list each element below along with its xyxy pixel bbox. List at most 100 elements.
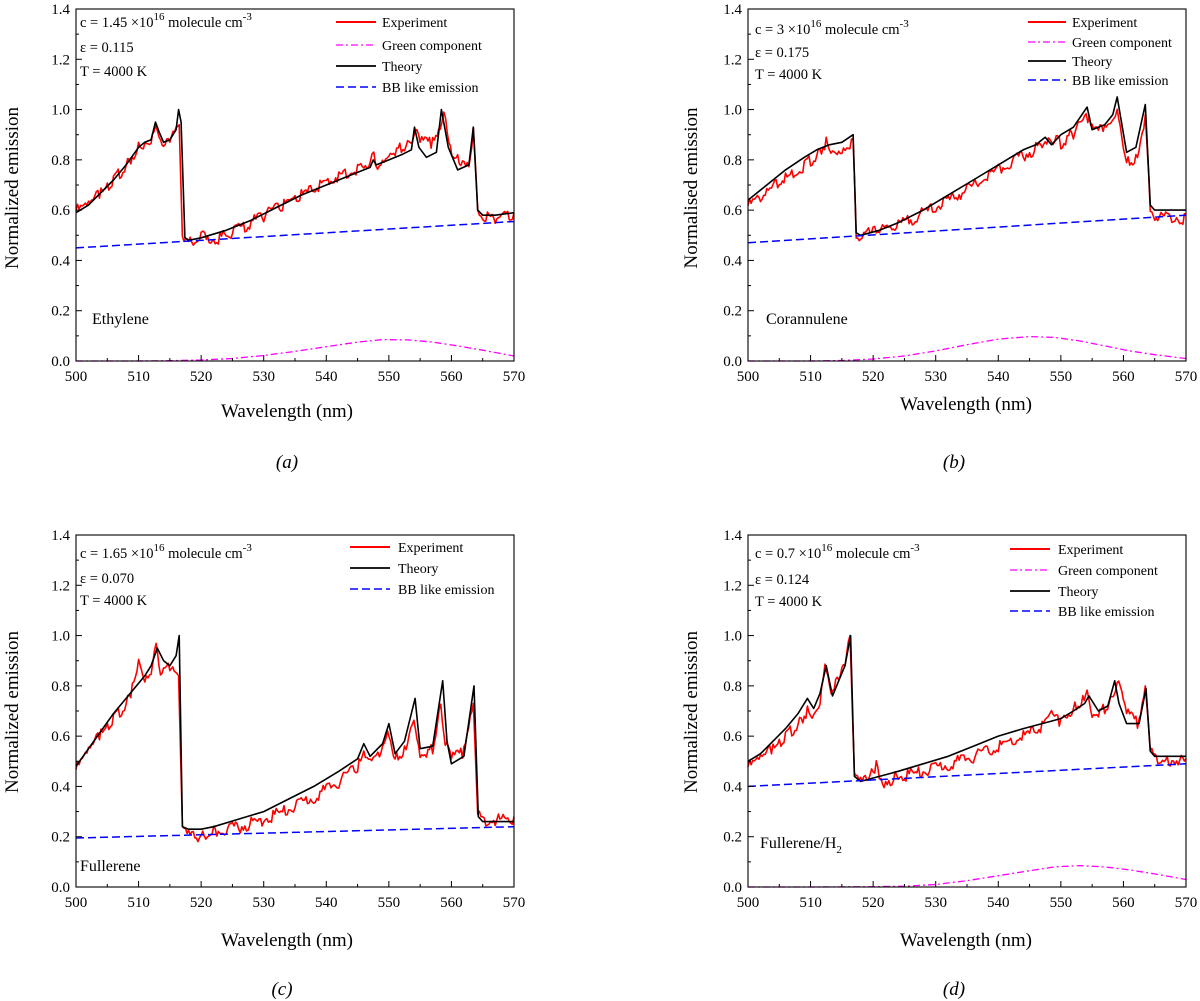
legend-label-experiment: Experiment [1072, 16, 1137, 31]
concentration-annotation: c = 3 ×1016 molecule cm-3 [755, 18, 909, 38]
panel-b: Normalised emission Wavelength (nm) (b) … [681, 2, 1197, 473]
y-tick-label: 0.6 [51, 729, 70, 745]
series-line-experiment [75, 111, 515, 246]
x-tick-label: 520 [190, 369, 213, 385]
x-tick-label: 530 [252, 369, 275, 385]
x-tick-label: 530 [924, 369, 947, 385]
series-line-theory [747, 634, 1186, 783]
y-tick-label: 1.2 [51, 578, 70, 594]
panel-caption: (b) [943, 452, 965, 473]
legend-label-theory: Theory [398, 562, 438, 577]
legend-label-theory: Theory [1058, 585, 1098, 600]
x-tick-label: 500 [737, 369, 760, 385]
series-line-bb [75, 220, 515, 249]
y-axis-label: Normalized emission [681, 631, 702, 793]
series-line-theory [747, 96, 1186, 237]
legend-label-bb: BB like emission [382, 81, 478, 96]
x-tick-label: 550 [378, 369, 401, 385]
x-tick-label: 520 [862, 895, 885, 911]
panel-a: Normalized emission Wavelength (nm) (a) … [2, 2, 525, 473]
x-tick-label: 550 [1050, 369, 1073, 385]
x-axis-label: Wavelength (nm) [221, 401, 353, 422]
panel-d: Normalized emission Wavelength (nm) (d) … [681, 528, 1197, 1000]
temperature-annotation: T = 4000 K [755, 594, 823, 610]
y-tick-label: 0.0 [51, 880, 70, 896]
sample-name: Fullerene [80, 858, 140, 875]
y-tick-label: 0.2 [723, 830, 742, 846]
x-tick-label: 560 [1112, 895, 1135, 911]
y-tick-label: 0.2 [51, 304, 70, 320]
x-tick-label: 570 [503, 895, 526, 911]
series-line-experiment [747, 634, 1187, 789]
legend-label-experiment: Experiment [1058, 543, 1123, 558]
y-tick-label: 0.6 [723, 203, 742, 219]
y-tick-label: 0.4 [51, 253, 70, 269]
x-tick-label: 570 [503, 369, 526, 385]
epsilon-annotation: ε = 0.175 [755, 45, 809, 61]
concentration-annotation: c = 1.45 ×1016 molecule cm-3 [80, 11, 252, 31]
series-line-experiment [747, 108, 1187, 242]
temperature-annotation: T = 4000 K [80, 64, 148, 80]
axes-frame [75, 8, 515, 362]
legend-label-bb: BB like emission [1058, 605, 1154, 620]
y-tick-label: 1.0 [51, 103, 70, 119]
y-tick-label: 1.4 [723, 2, 742, 18]
series-line-green [748, 335, 1187, 362]
y-tick-label: 0.0 [723, 354, 742, 370]
series-line-theory [75, 108, 515, 242]
y-tick-label: 0.8 [723, 153, 742, 169]
panel-c: Normalized emission Wavelength (nm) (c) … [2, 528, 525, 1000]
x-tick-label: 510 [127, 369, 150, 385]
y-axis-label: Normalized emission [2, 107, 23, 269]
y-tick-label: 0.4 [723, 779, 742, 795]
y-tick-label: 0.2 [51, 830, 70, 846]
x-tick-label: 500 [65, 369, 88, 385]
x-tick-label: 560 [440, 895, 463, 911]
concentration-annotation: c = 1.65 ×1016 molecule cm-3 [80, 542, 252, 562]
y-tick-label: 1.2 [723, 52, 742, 68]
y-axis-label: Normalized emission [2, 631, 23, 793]
x-axis-label: Wavelength (nm) [221, 930, 353, 951]
x-axis-label: Wavelength (nm) [900, 394, 1032, 415]
x-tick-label: 570 [1175, 369, 1198, 385]
series-line-green [76, 338, 515, 362]
temperature-annotation: T = 4000 K [755, 67, 823, 83]
epsilon-annotation: ε = 0.115 [80, 40, 134, 56]
x-tick-label: 550 [378, 895, 401, 911]
y-tick-label: 0.8 [51, 153, 70, 169]
x-tick-label: 530 [924, 895, 947, 911]
x-tick-label: 530 [252, 895, 275, 911]
sample-name: Ethylene [92, 311, 149, 328]
x-tick-label: 540 [987, 895, 1010, 911]
x-tick-label: 540 [987, 369, 1010, 385]
y-tick-label: 1.2 [723, 578, 742, 594]
series-line-experiment [75, 642, 515, 843]
y-tick-label: 1.4 [51, 2, 70, 18]
series-line-bb [747, 763, 1187, 788]
legend-label-theory: Theory [382, 60, 422, 75]
y-tick-label: 1.0 [51, 629, 70, 645]
x-tick-label: 560 [440, 369, 463, 385]
y-tick-label: 1.4 [723, 528, 742, 544]
legend-label-green: Green component [382, 39, 482, 54]
y-tick-label: 1.4 [51, 528, 70, 544]
temperature-annotation: T = 4000 K [80, 593, 148, 609]
panel-caption: (c) [271, 979, 292, 1000]
legend-label-experiment: Experiment [398, 541, 463, 556]
plot-area [75, 634, 515, 843]
series-line-bb [747, 214, 1187, 244]
sample-name: Corannulene [766, 311, 848, 328]
series-line-green [748, 864, 1187, 888]
x-tick-label: 510 [127, 895, 150, 911]
epsilon-annotation: ε = 0.124 [755, 572, 810, 588]
x-tick-label: 520 [862, 369, 885, 385]
legend-label-bb: BB like emission [1072, 74, 1168, 89]
panel-caption: (d) [943, 979, 965, 1000]
x-tick-label: 520 [190, 895, 213, 911]
legend-label-bb: BB like emission [398, 583, 494, 598]
y-tick-label: 0.4 [51, 779, 70, 795]
legend-label-experiment: Experiment [382, 16, 447, 31]
y-tick-label: 0.0 [51, 354, 70, 370]
y-tick-label: 0.0 [723, 880, 742, 896]
